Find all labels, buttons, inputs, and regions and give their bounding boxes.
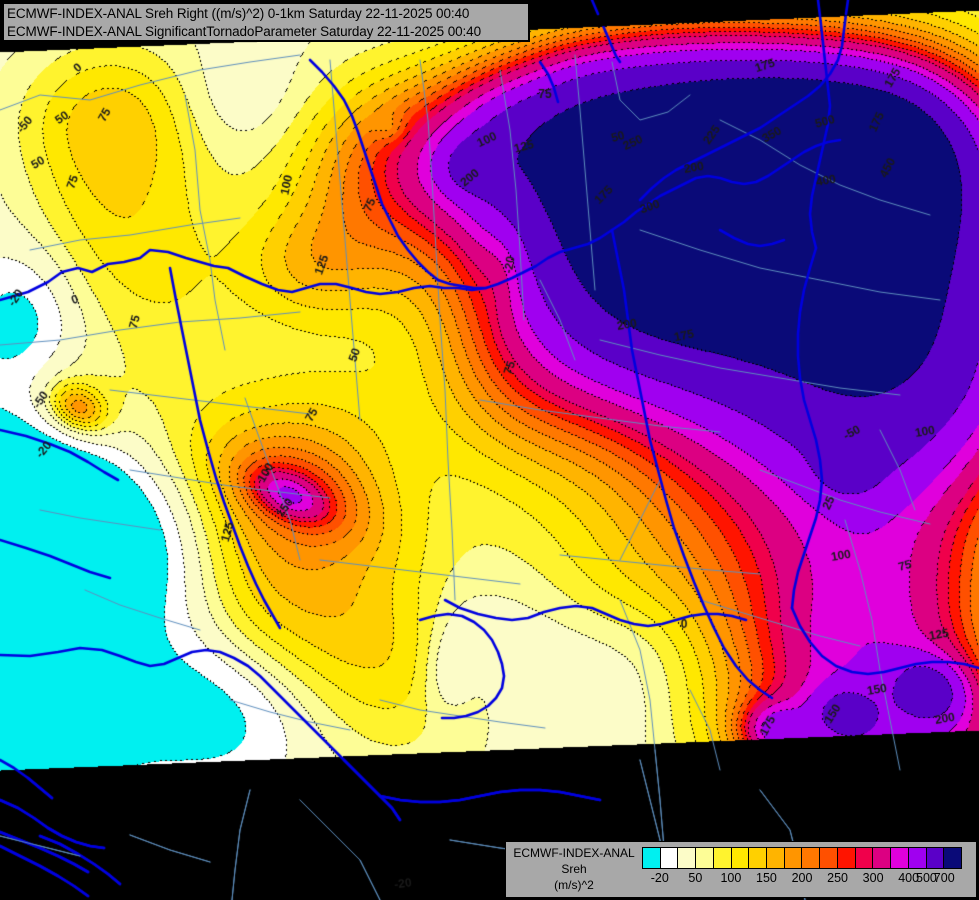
colorbar-swatch-13[interactable] xyxy=(873,848,892,868)
colorbar-swatch-16[interactable] xyxy=(926,848,945,868)
colorbar-tick-300: 300 xyxy=(862,871,884,885)
colorbar-swatch-14[interactable] xyxy=(891,848,909,868)
legend-title-group: ECMWF-INDEX-ANAL Sreh (m/s)^2 xyxy=(506,842,642,893)
colorbar-tick-400: 400 xyxy=(898,871,920,885)
colorbar-swatch-2[interactable] xyxy=(678,848,697,868)
colorbar-swatch-4[interactable] xyxy=(713,848,732,868)
legend-units-label: (m/s)^2 xyxy=(554,878,594,892)
colorbar-swatch-17[interactable] xyxy=(944,848,961,868)
colorbar-swatch-15[interactable] xyxy=(908,848,927,868)
colorbar-tick-700: 700 xyxy=(933,871,955,885)
legend-model-label: ECMWF-INDEX-ANAL xyxy=(513,846,635,860)
colorbar-swatch-1[interactable] xyxy=(660,848,679,868)
colorbar-tick-250: 250 xyxy=(827,871,848,885)
colorbar-tick-50: 50 xyxy=(688,871,703,885)
colorbar-swatch-6[interactable] xyxy=(749,848,768,868)
colorbar-swatch-5[interactable] xyxy=(731,848,750,868)
legend-panel: ECMWF-INDEX-ANAL Sreh (m/s)^2 -20 50 100 15… xyxy=(505,841,977,898)
legend-colorbar-group: -20 50 100 150 200 250 300 400 500 700 xyxy=(642,842,976,893)
map-title-line-2: ECMWF-INDEX-ANAL SignificantTornadoParam… xyxy=(7,24,481,39)
colorbar-tick-100: 100 xyxy=(720,871,742,885)
colorbar-tick-150: 150 xyxy=(756,871,777,885)
colorbar-swatch-10[interactable] xyxy=(820,848,838,868)
map-title-line-1: ECMWF-INDEX-ANAL Sreh Right ((m/s)^2) 0-… xyxy=(7,6,470,21)
colorbar-tick-200: 200 xyxy=(791,871,813,885)
colorbar-swatch-8[interactable] xyxy=(784,848,803,868)
colorbar-swatch-9[interactable] xyxy=(802,848,821,868)
colorbar-swatches[interactable] xyxy=(642,847,962,869)
colorbar-swatch-0[interactable] xyxy=(643,848,661,868)
colorbar-swatch-7[interactable] xyxy=(767,848,785,868)
map-title-box: ECMWF-INDEX-ANAL Sreh Right ((m/s)^2) 0-… xyxy=(2,2,530,42)
colorbar-tick-labels: -20 50 100 150 200 250 300 400 500 700 xyxy=(642,871,962,893)
colorbar-swatch-11[interactable] xyxy=(837,848,856,868)
colorbar-tick-500: 500 xyxy=(916,871,937,885)
colorbar-swatch-12[interactable] xyxy=(855,848,874,868)
legend-variable-label: Sreh xyxy=(561,862,587,876)
colorbar-tick--20: -20 xyxy=(650,871,669,885)
colorbar-swatch-3[interactable] xyxy=(696,848,714,868)
